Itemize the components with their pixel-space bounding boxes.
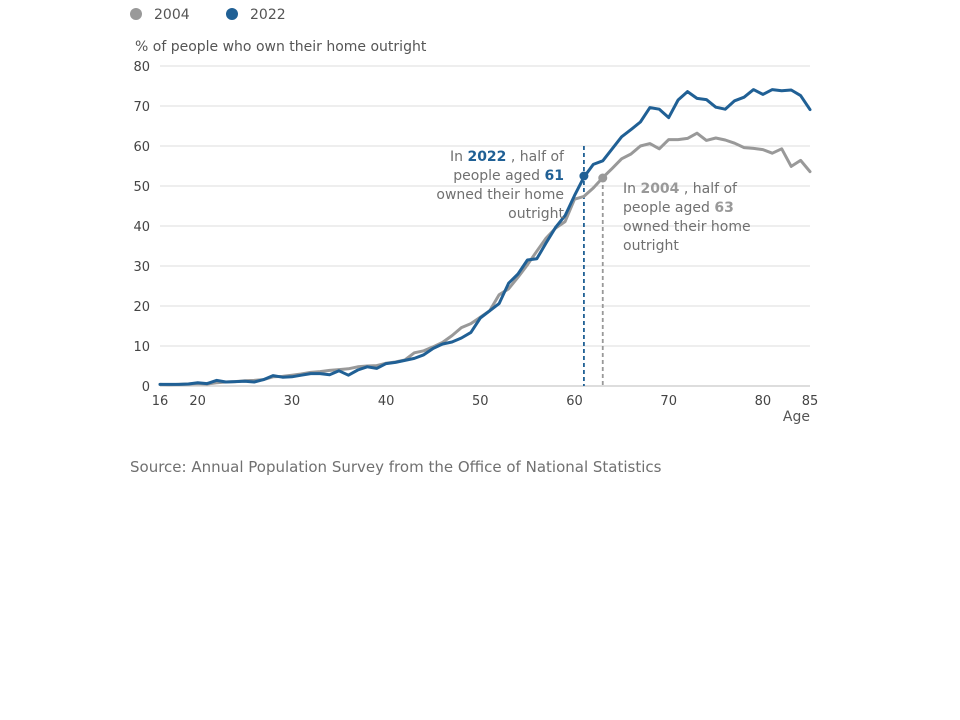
x-tick-85: 85 (802, 394, 819, 409)
annotation-text: In (450, 149, 467, 165)
x-tick-60: 60 (566, 394, 583, 409)
y-tick-60: 60 (133, 140, 150, 155)
x-tick-20: 20 (189, 394, 206, 409)
annotations: In 2022 , half of people aged 61 owned the… (436, 149, 750, 254)
legend-item-2004[interactable]: 2004 (130, 7, 190, 23)
annotation-text: , half of (506, 149, 565, 165)
reference-lines (583, 146, 604, 386)
x-tick-16: 16 (152, 394, 169, 409)
annotation-marker-2004 (598, 173, 608, 183)
annotation-line-3: owned their home (436, 187, 564, 203)
annotation-year: 2004 (640, 181, 679, 197)
annotation-text: people aged (453, 168, 544, 184)
y-tick-80: 80 (133, 60, 150, 75)
legend-item-2022[interactable]: 2022 (226, 7, 286, 23)
annotation-line-3: owned their home (623, 219, 751, 235)
annotation-line-4: outright (623, 238, 679, 254)
x-tick-labels: 16 20 30 40 50 60 70 80 85 (152, 394, 819, 409)
annotation-age: 61 (545, 168, 564, 184)
y-tick-10: 10 (133, 340, 150, 355)
annotation-text: In (623, 181, 640, 197)
annotation-2004: In 2004 , half of people aged 63 owned the… (623, 181, 751, 254)
legend-label-2004: 2004 (154, 7, 190, 23)
y-axis-label: % of people who own their home outright (135, 39, 427, 55)
legend-label-2022: 2022 (250, 7, 286, 23)
series-lines (158, 88, 812, 387)
y-tick-30: 30 (133, 260, 150, 275)
annotation-line-4: outright (508, 206, 564, 222)
y-tick-50: 50 (133, 180, 150, 195)
annotation-line-2: people aged 61 (453, 168, 564, 184)
y-tick-20: 20 (133, 300, 150, 315)
annotation-line-1: In 2004 , half of (623, 181, 738, 197)
x-tick-70: 70 (660, 394, 677, 409)
series-line-2022 (158, 88, 812, 386)
annotation-marker-2022 (579, 171, 589, 181)
source-note: Source: Annual Population Survey from th… (130, 458, 662, 476)
gridlines (160, 65, 810, 387)
y-tick-0: 0 (142, 380, 150, 395)
y-tick-40: 40 (133, 220, 150, 235)
legend-swatch-2022-icon (226, 8, 238, 20)
legend-swatch-2004-icon (130, 8, 142, 20)
annotation-2022: In 2022 , half of people aged 61 owned the… (436, 149, 565, 222)
y-tick-labels: 0 10 20 30 40 50 60 70 80 (133, 60, 150, 395)
x-tick-80: 80 (755, 394, 772, 409)
annotation-age: 63 (714, 200, 733, 216)
line-chart: % of people who own their home outright … (133, 39, 819, 425)
annotation-line-2: people aged 63 (623, 200, 734, 216)
annotation-text: people aged (623, 200, 714, 216)
annotation-year: 2022 (467, 149, 506, 165)
y-tick-70: 70 (133, 100, 150, 115)
x-tick-50: 50 (472, 394, 489, 409)
annotation-line-1: In 2022 , half of (450, 149, 565, 165)
annotation-text: , half of (679, 181, 738, 197)
annotation-markers (579, 171, 608, 183)
x-tick-40: 40 (378, 394, 395, 409)
x-axis-label: Age (783, 409, 810, 425)
x-tick-30: 30 (284, 394, 301, 409)
